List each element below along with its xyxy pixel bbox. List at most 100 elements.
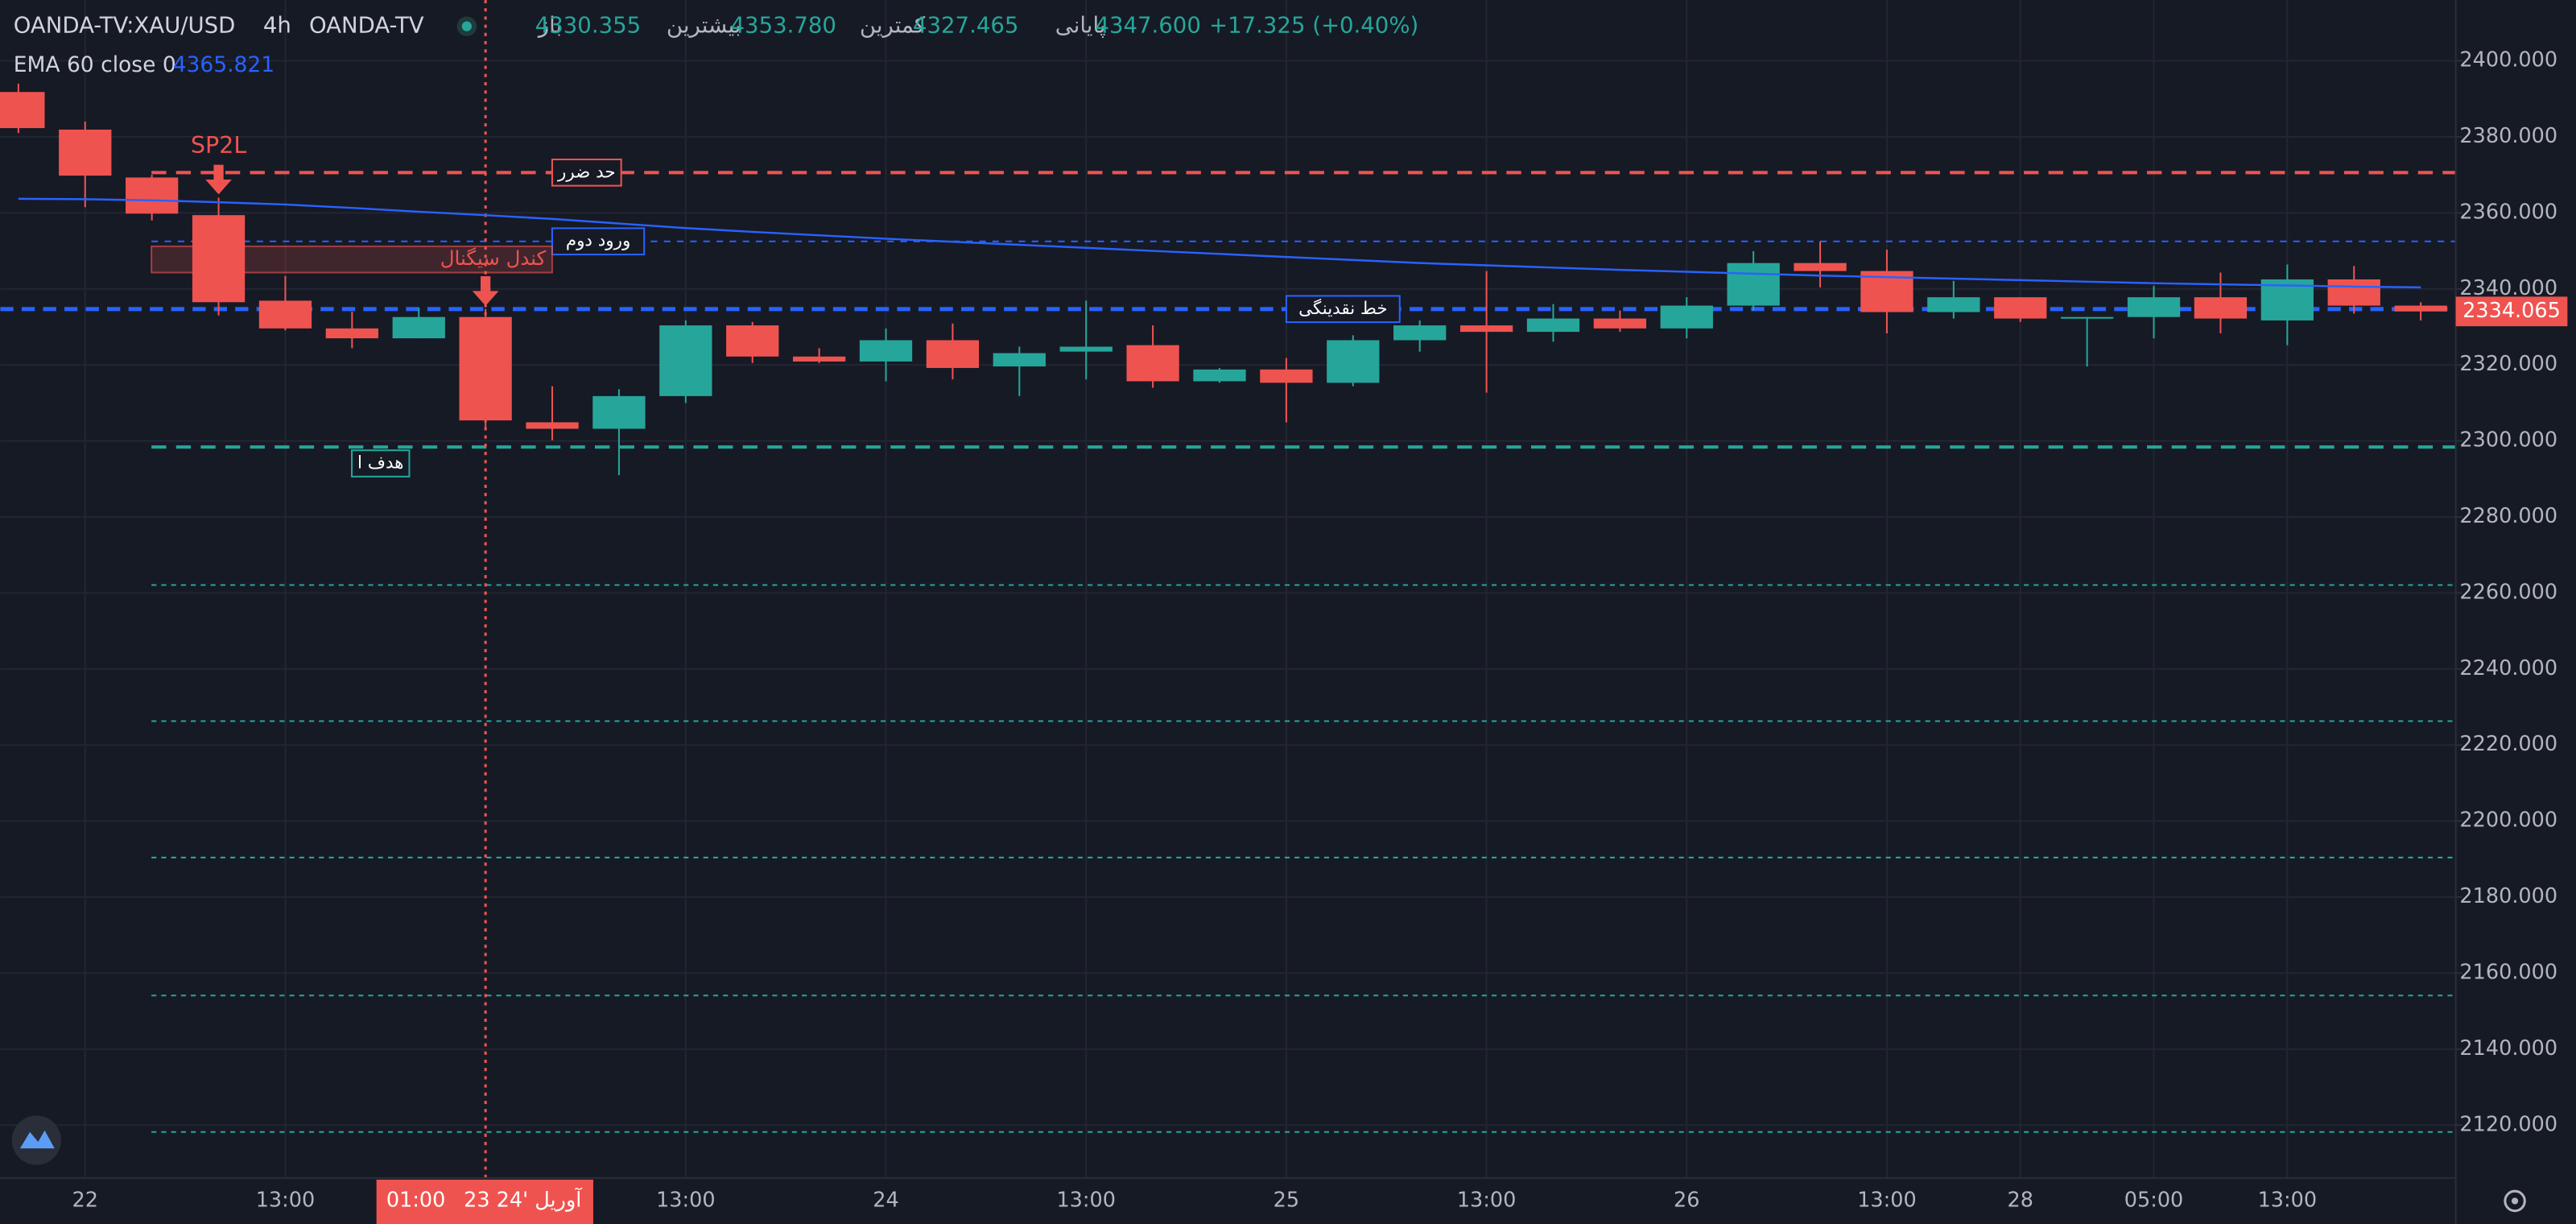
level-label: هدف ا: [357, 453, 403, 473]
y-tick-label: 2380.000: [2459, 124, 2557, 148]
candle-body: [258, 300, 312, 329]
candle-body: [2194, 297, 2248, 319]
x-tick-label: 24: [873, 1188, 898, 1212]
logo-mark: [19, 1130, 55, 1149]
crosshair-time-box: [376, 1179, 593, 1224]
candle-body: [1327, 340, 1380, 383]
y-tick-label: 2260.000: [2459, 580, 2557, 604]
level-label: حد ضرر: [557, 162, 616, 182]
marker-label: SP2L: [191, 131, 246, 159]
candle-body: [1459, 325, 1513, 333]
y-tick-label: 2200.000: [2459, 808, 2557, 833]
ohlc-label: کمترین: [860, 13, 926, 39]
candle-body: [1660, 305, 1713, 329]
axes: 2400.000 2380.000 2360.000 2340.000 2320.000…: [72, 48, 2568, 1224]
candle-body: [126, 177, 179, 214]
candle-body: [993, 353, 1046, 367]
candle-body: [1794, 263, 1847, 271]
x-tick-label: 13:00: [1857, 1188, 1917, 1212]
level-label-box: [551, 227, 646, 256]
candle-body: [792, 356, 846, 362]
ohlc-value: 4353.780: [731, 13, 836, 39]
candle-body: [1193, 369, 1246, 382]
candle-body: [0, 92, 45, 129]
candle-body: [1526, 318, 1580, 333]
level-label-box: [351, 449, 411, 478]
settings-hub: [2512, 1197, 2519, 1205]
candle-body: [59, 129, 112, 176]
y-tick-label: 2280.000: [2459, 504, 2557, 528]
candle-body: [592, 395, 646, 429]
candle-body: [1393, 325, 1447, 341]
interval[interactable]: 4h: [263, 13, 291, 39]
y-tick-label: 2180.000: [2459, 884, 2557, 908]
candle-body: [392, 316, 445, 339]
y-tick-label: 2220.000: [2459, 732, 2557, 756]
candle-body: [192, 215, 246, 303]
ema-line: [18, 197, 2421, 289]
candle-body: [2061, 316, 2114, 319]
candle-body: [1927, 297, 1980, 312]
candle-body: [726, 325, 779, 357]
symbol[interactable]: OANDA-TV:XAU/USD: [14, 13, 236, 39]
x-tick-label: 22: [72, 1188, 98, 1212]
x-tick-label: 28: [2008, 1188, 2033, 1212]
level-label-box: [551, 158, 622, 187]
indicator-label[interactable]: EMA 60 close 0: [14, 52, 176, 77]
crosshair-date: 23 آوریل '24: [464, 1187, 583, 1212]
x-tick-label: 26: [1674, 1188, 1699, 1212]
candle-body: [2394, 305, 2447, 312]
x-tick-label: 13:00: [656, 1188, 715, 1212]
candle-body: [859, 340, 913, 362]
ohlc-change: +17.325 (+0.40%): [1209, 13, 1418, 39]
y-tick-label: 2400.000: [2459, 48, 2557, 72]
x-tick-label: 13:00: [1056, 1188, 1116, 1212]
crosshair-time: 01:00: [386, 1188, 445, 1212]
y-tick-label: 2140.000: [2459, 1036, 2557, 1061]
candle-body: [1727, 263, 1780, 306]
y-tick-label: 2320.000: [2459, 352, 2557, 376]
logo[interactable]: [11, 1115, 61, 1165]
settings-icon[interactable]: [2504, 1189, 2526, 1213]
source: OANDA-TV: [309, 13, 424, 39]
ohlc-label: پایانی: [1055, 13, 1106, 39]
level-label: خط نقدینگی: [1298, 298, 1387, 319]
grid: [0, 0, 2456, 1178]
level-label: ورود دوم: [566, 231, 630, 251]
status-dot: [461, 21, 472, 31]
indicator-value: 4365.821: [173, 52, 275, 77]
y-tick-label: 2340.000: [2459, 276, 2557, 300]
candle-body: [2127, 297, 2181, 317]
settings-gear: [2504, 1189, 2526, 1213]
ohlc-value: 4330.355: [535, 13, 641, 39]
ohlc-label: باز: [537, 13, 562, 39]
x-tick-label: 13:00: [2258, 1188, 2318, 1212]
candle-body: [2327, 279, 2380, 306]
signal-arrow: [205, 164, 232, 195]
zone-label: کندل سیگنال: [440, 246, 547, 270]
signal-arrow: [472, 275, 499, 306]
x-tick-label: 13:00: [1457, 1188, 1517, 1212]
candle-body: [1059, 346, 1113, 352]
candle-body: [325, 328, 378, 339]
x-tick-label: 25: [1274, 1188, 1299, 1212]
level-label-box: [1285, 295, 1401, 324]
candle-body: [926, 340, 980, 368]
last-price-box: [2455, 296, 2568, 327]
candle-body: [1260, 369, 1313, 383]
y-tick-label: 2240.000: [2459, 656, 2557, 680]
candle-body: [1126, 345, 1179, 382]
candle-body: [526, 422, 579, 429]
ohlc-value: 4347.600: [1095, 13, 1200, 39]
candle-body: [1593, 318, 1647, 329]
y-tick-label: 2160.000: [2459, 960, 2557, 984]
candle-body: [659, 325, 712, 396]
candle-body: [459, 316, 512, 421]
y-tick-label: 2120.000: [2459, 1112, 2557, 1136]
y-tick-label: 2300.000: [2459, 428, 2557, 453]
ohlc-value: 4327.465: [913, 13, 1018, 39]
last-price-label: 2334.065: [2462, 299, 2561, 323]
